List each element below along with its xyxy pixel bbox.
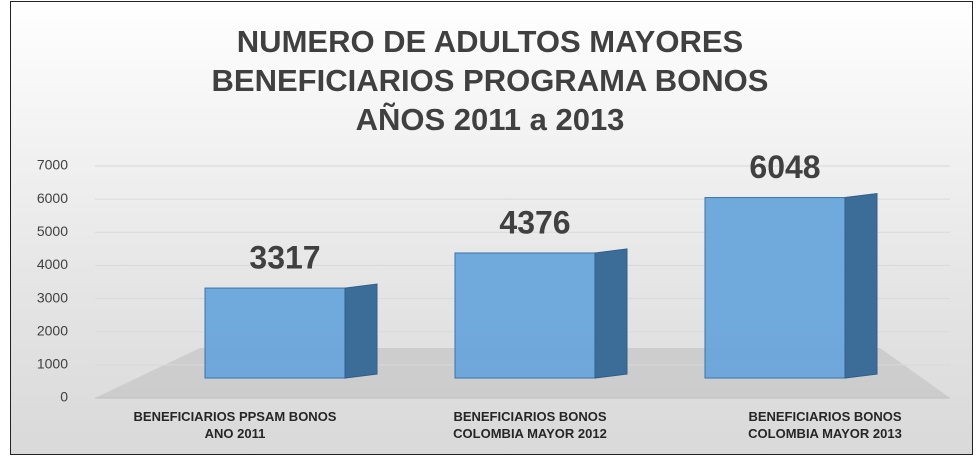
bar [454, 252, 596, 379]
data-label: 4376 [499, 204, 570, 240]
y-tick-label: 0 [60, 389, 68, 405]
bar-side [844, 192, 878, 379]
chart-title: NUMERO DE ADULTOS MAYORES BENEFICIARIOS … [211, 24, 769, 137]
bar [704, 197, 846, 379]
y-tick-label: 5000 [37, 223, 68, 239]
y-tick-label: 6000 [37, 190, 68, 206]
data-label: 6048 [749, 149, 820, 185]
y-tick-label: 2000 [37, 322, 68, 338]
bar [204, 287, 346, 379]
x-tick-label: BENEFICIARIOS BONOS COLOMBIA MAYOR 2012 [453, 409, 607, 441]
x-tick-label: BENEFICIARIOS PPSAM BONOS ANO 2011 [133, 409, 337, 441]
y-tick-label: 4000 [37, 256, 68, 272]
y-tick-label: 7000 [37, 157, 68, 173]
y-tick-label: 3000 [37, 289, 68, 305]
x-tick-label: BENEFICIARIOS BONOS COLOMBIA MAYOR 2013 [748, 409, 902, 441]
y-tick-label: 1000 [37, 356, 68, 372]
data-label: 3317 [249, 240, 320, 276]
bar-side [344, 283, 378, 379]
bar-side [594, 248, 628, 379]
